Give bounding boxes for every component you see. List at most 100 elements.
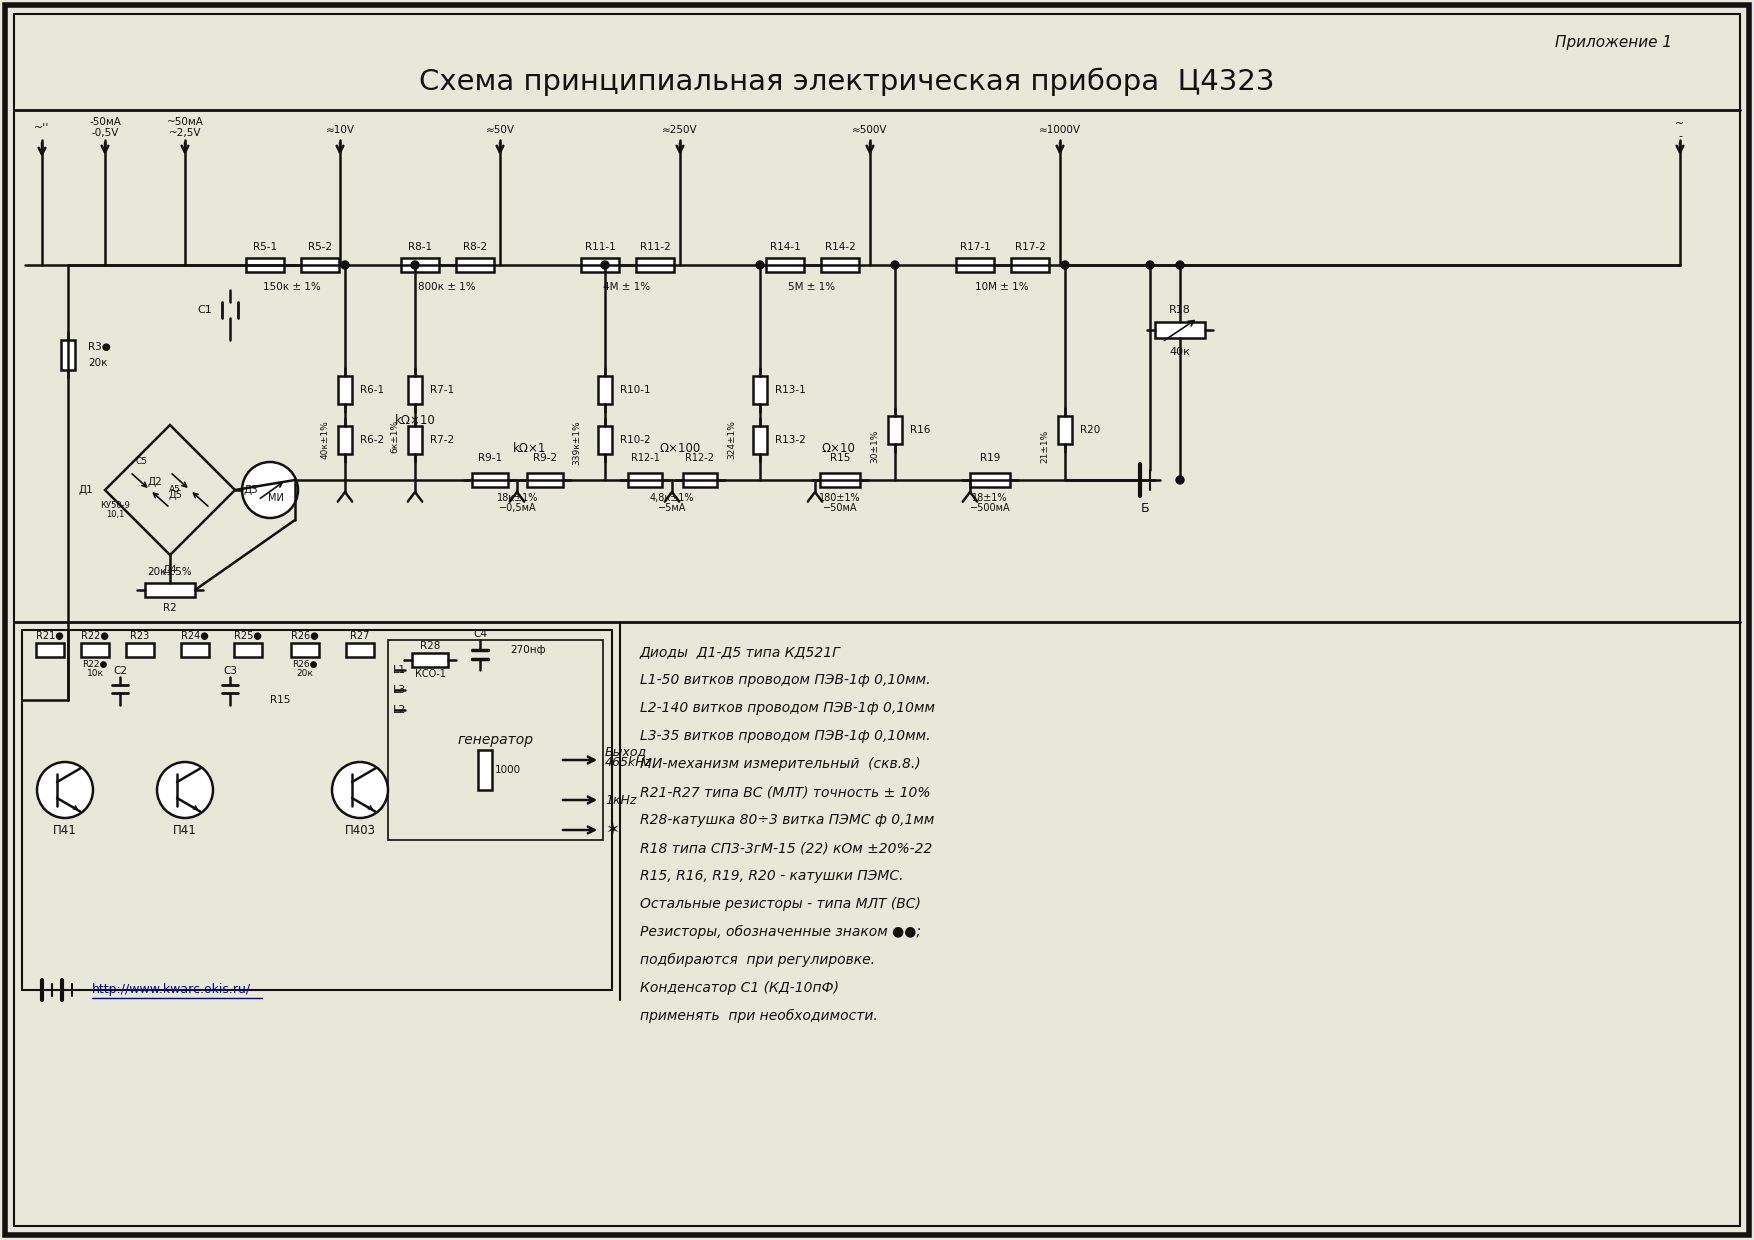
Bar: [81, 644, 109, 657]
Bar: [766, 258, 803, 272]
Text: Ω×100: Ω×100: [660, 441, 700, 455]
Circle shape: [891, 260, 900, 269]
Text: Схема принципиальная электрическая прибора  Ц4323: Схема принципиальная электрическая прибо…: [419, 68, 1275, 97]
Text: R21●: R21●: [37, 631, 63, 641]
Text: 4,8к±1%: 4,8к±1%: [649, 494, 695, 503]
Text: R2: R2: [163, 603, 177, 613]
Circle shape: [1175, 476, 1184, 484]
Text: R26●: R26●: [291, 631, 319, 641]
Text: Д1: Д1: [79, 485, 93, 495]
Bar: [1010, 258, 1049, 272]
Circle shape: [332, 763, 388, 818]
Text: R17-1: R17-1: [959, 242, 991, 252]
Text: R16: R16: [910, 425, 930, 435]
Text: R14-1: R14-1: [770, 242, 800, 252]
Text: ≈1000V: ≈1000V: [1038, 125, 1080, 135]
Text: ~2,5V: ~2,5V: [168, 128, 202, 138]
Text: kΩ×1: kΩ×1: [514, 441, 547, 455]
Text: П403: П403: [344, 823, 375, 837]
Text: ✶: ✶: [605, 821, 619, 839]
Text: R22●: R22●: [81, 631, 109, 641]
Text: 40к±1%: 40к±1%: [321, 420, 330, 459]
Bar: [291, 644, 319, 657]
Text: -50мА: -50мА: [89, 117, 121, 126]
Text: R5-1: R5-1: [253, 242, 277, 252]
Text: ≈50V: ≈50V: [486, 125, 514, 135]
Text: Б: Б: [1140, 501, 1149, 515]
Text: R20: R20: [1080, 425, 1100, 435]
Text: 10М ± 1%: 10М ± 1%: [975, 281, 1030, 291]
Text: R7-2: R7-2: [430, 435, 454, 445]
Bar: [526, 472, 563, 487]
Bar: [402, 258, 438, 272]
Text: R13-1: R13-1: [775, 384, 805, 396]
Bar: [146, 583, 195, 596]
Bar: [388, 640, 603, 839]
Text: генератор: генератор: [458, 733, 533, 746]
Bar: [412, 653, 447, 667]
Text: 20к±5%: 20к±5%: [147, 567, 193, 577]
Text: 339к±1%: 339к±1%: [572, 420, 582, 465]
Text: R12-1: R12-1: [630, 453, 660, 463]
Text: R12-2: R12-2: [686, 453, 714, 463]
Text: R6-2: R6-2: [360, 435, 384, 445]
Text: L3-35 витков проводом ПЭВ-1ф 0,10мм.: L3-35 витков проводом ПЭВ-1ф 0,10мм.: [640, 729, 931, 743]
Text: R9-2: R9-2: [533, 453, 558, 463]
Text: 20к: 20к: [296, 670, 314, 678]
Bar: [1058, 415, 1072, 444]
Circle shape: [1175, 260, 1184, 269]
Bar: [628, 472, 661, 487]
Circle shape: [602, 260, 609, 269]
Text: A5: A5: [168, 486, 181, 495]
Text: Д5: Д5: [168, 490, 182, 500]
Text: 10к: 10к: [86, 670, 103, 678]
Text: 30±1%: 30±1%: [870, 430, 879, 464]
Text: R11-2: R11-2: [640, 242, 670, 252]
Text: ≈250V: ≈250V: [663, 125, 698, 135]
Bar: [821, 472, 859, 487]
Text: Ω×10: Ω×10: [821, 441, 854, 455]
Text: −500мА: −500мА: [970, 503, 1010, 513]
Circle shape: [1145, 260, 1154, 269]
Text: R27: R27: [351, 631, 370, 641]
Bar: [581, 258, 619, 272]
Text: −0,5мА: −0,5мА: [500, 503, 537, 513]
Bar: [456, 258, 495, 272]
Text: П41: П41: [53, 823, 77, 837]
Text: http://www.kwarc.okis.ru/: http://www.kwarc.okis.ru/: [91, 983, 251, 997]
Text: R8-1: R8-1: [409, 242, 431, 252]
Text: kΩ×10: kΩ×10: [395, 413, 435, 427]
Bar: [682, 472, 717, 487]
Bar: [126, 644, 154, 657]
Text: -0,5V: -0,5V: [91, 128, 119, 138]
Bar: [37, 644, 63, 657]
Text: 40к: 40к: [1170, 347, 1191, 357]
Text: 20к: 20к: [88, 358, 107, 368]
Text: R15, R16, R19, R20 - катушки ПЭМС.: R15, R16, R19, R20 - катушки ПЭМС.: [640, 869, 903, 883]
Text: R3●: R3●: [88, 342, 111, 352]
Text: применять  при необходимости.: применять при необходимости.: [640, 1009, 877, 1023]
Text: R17-2: R17-2: [1014, 242, 1045, 252]
Text: R13-2: R13-2: [775, 435, 805, 445]
Bar: [339, 427, 353, 454]
Bar: [233, 644, 261, 657]
Text: 1000: 1000: [495, 765, 521, 775]
Text: C4: C4: [474, 629, 488, 639]
Text: L1-50 витков проводом ПЭВ-1ф 0,10мм.: L1-50 витков проводом ПЭВ-1ф 0,10мм.: [640, 673, 931, 687]
Text: 10,1: 10,1: [105, 511, 125, 520]
Bar: [1154, 322, 1205, 339]
Circle shape: [37, 763, 93, 818]
Text: Д3: Д3: [244, 485, 258, 495]
Bar: [970, 472, 1010, 487]
Text: R28: R28: [419, 641, 440, 651]
Text: 18к±1%: 18к±1%: [498, 494, 538, 503]
Text: R10-2: R10-2: [619, 435, 651, 445]
Text: П41: П41: [174, 823, 196, 837]
Text: R11-1: R11-1: [584, 242, 616, 252]
Circle shape: [410, 260, 419, 269]
Text: L2: L2: [393, 706, 407, 715]
Text: ≈500V: ≈500V: [852, 125, 888, 135]
Text: R7-1: R7-1: [430, 384, 454, 396]
Text: 18±1%: 18±1%: [972, 494, 1009, 503]
Circle shape: [756, 260, 765, 269]
